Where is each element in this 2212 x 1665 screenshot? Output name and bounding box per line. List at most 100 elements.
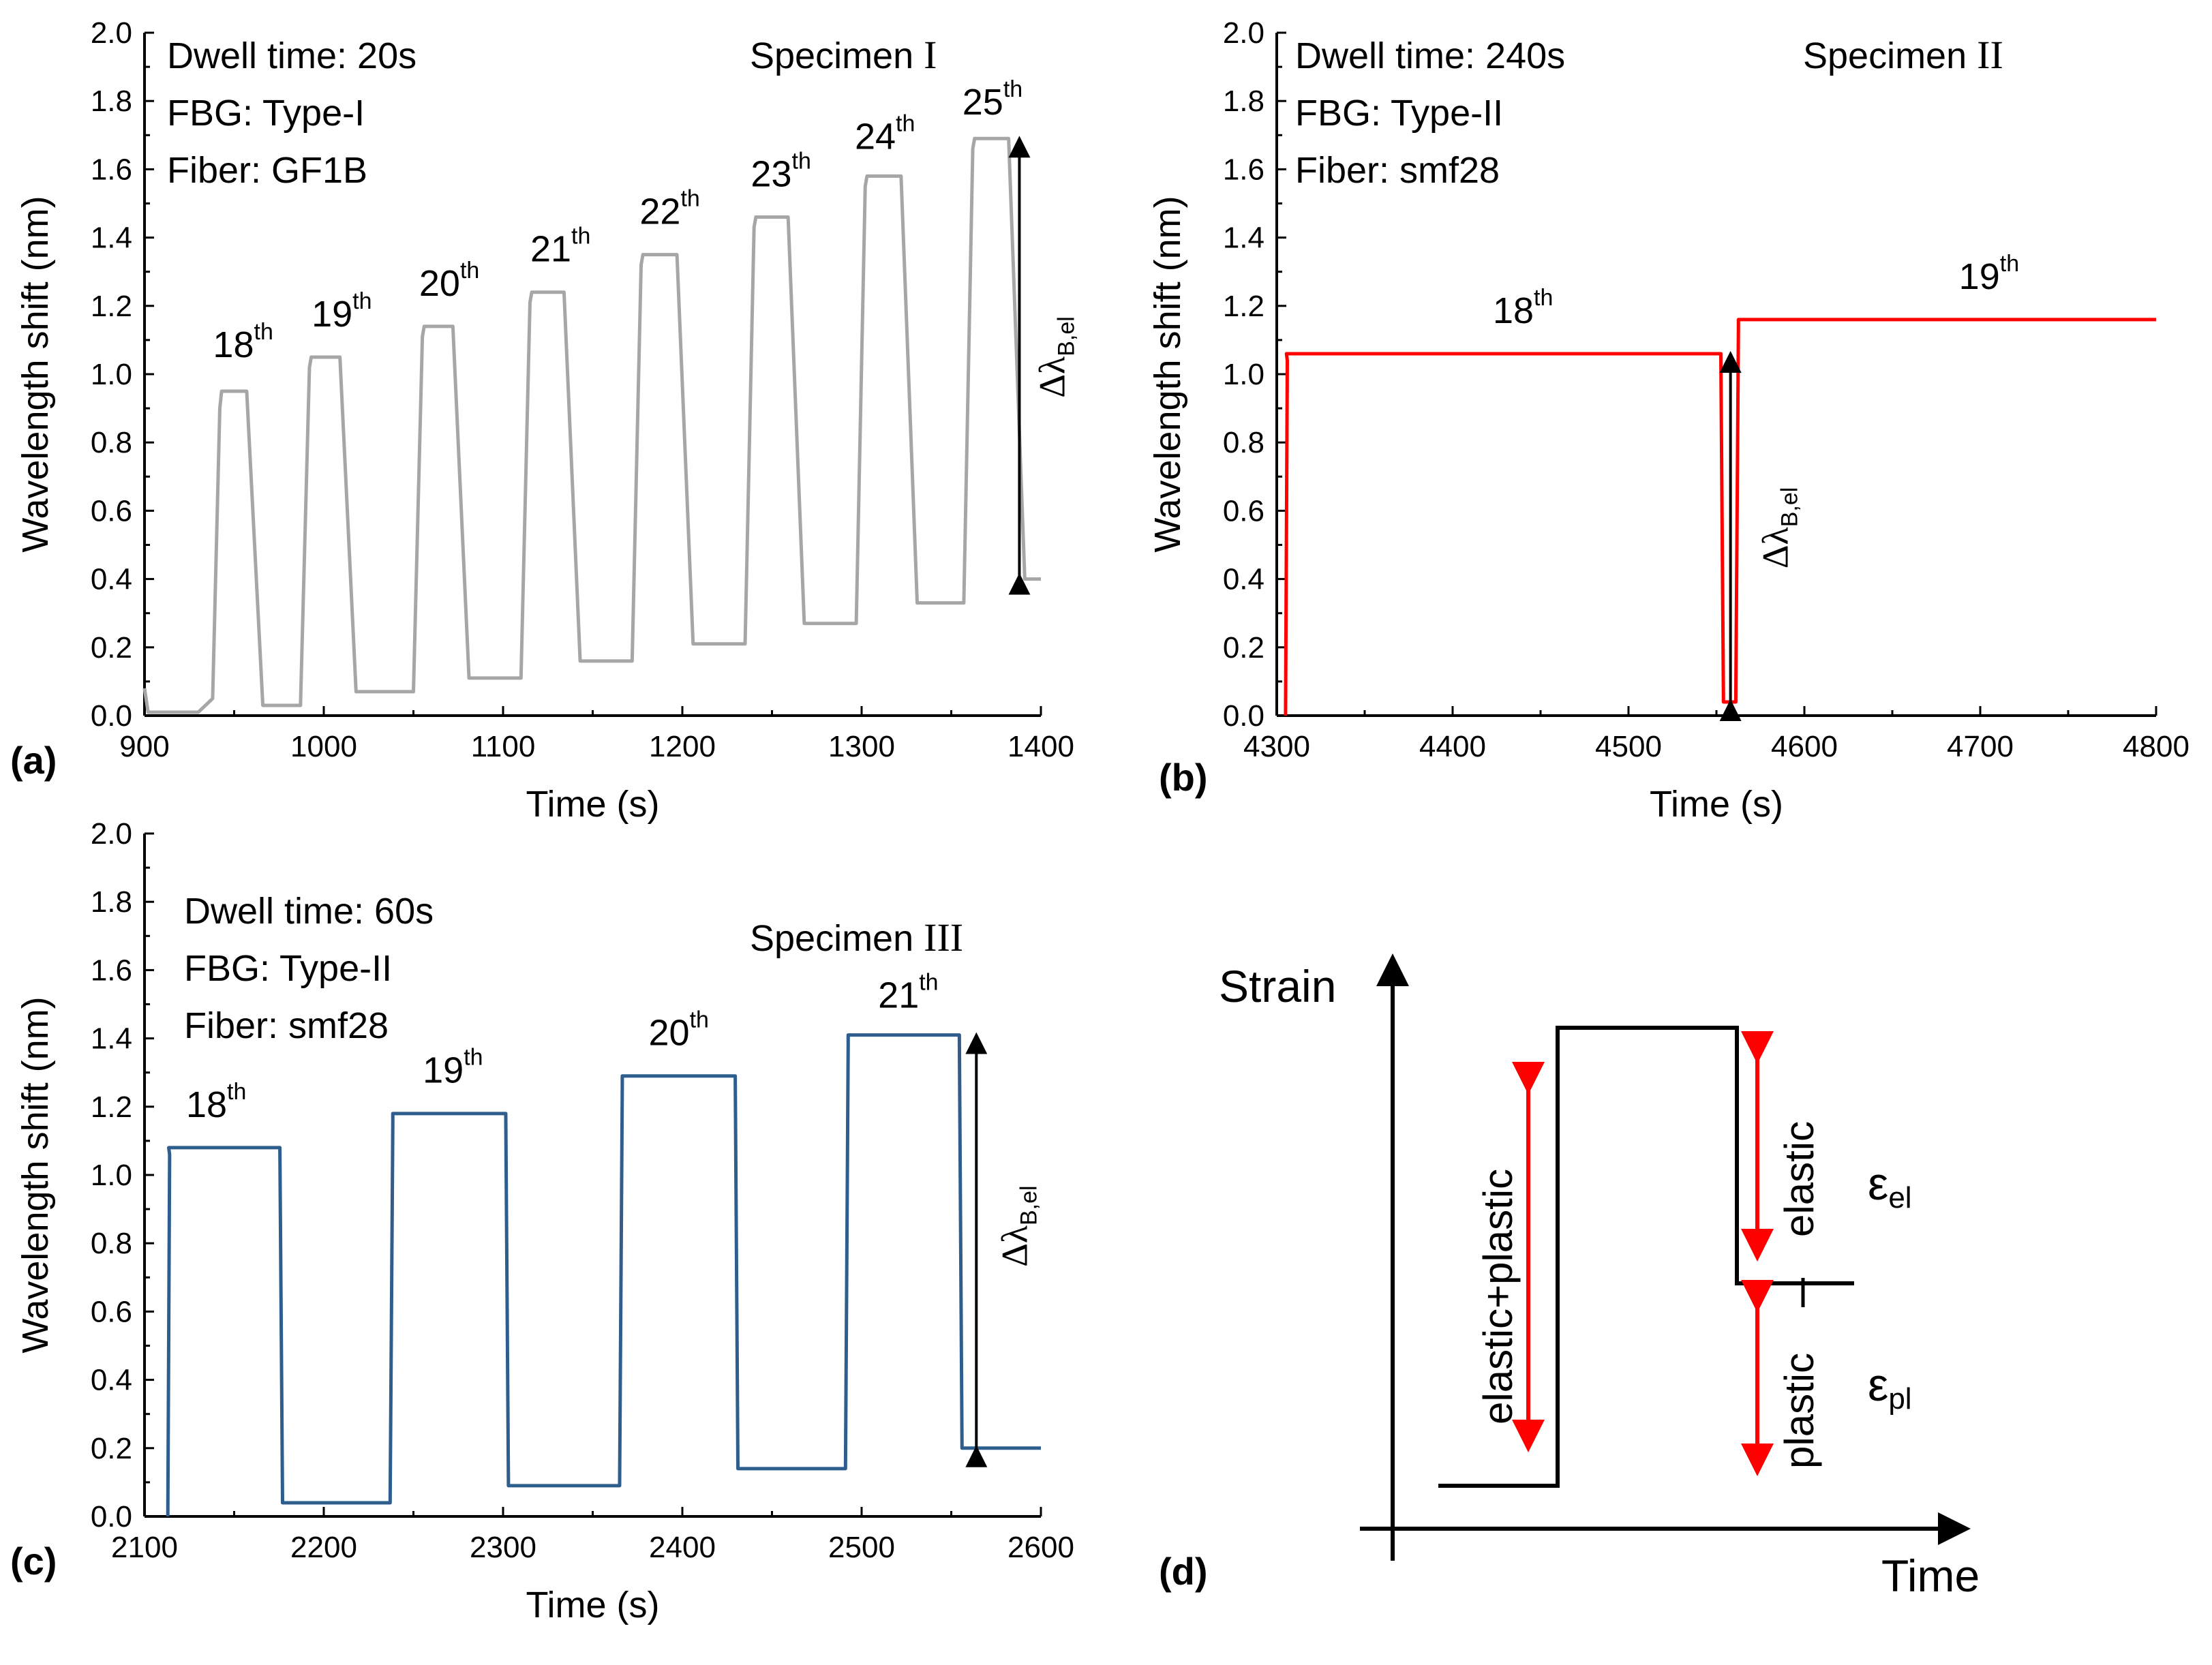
y-tick-label: 1.6 [91, 953, 132, 987]
specimen-label: Specimen II [1803, 33, 2003, 77]
cycle-label: 20th [649, 1007, 709, 1054]
y-tick-label: 0.8 [91, 426, 132, 459]
chart-panel-a: 0.0 0.2 0.4 0.6 0.8 1.0 1.2 1.4 1.6 1.8 2.0 900 1000… [10, 16, 1080, 825]
y-tick-label: 1.8 [91, 885, 132, 919]
y-tick-label: 2.0 [91, 16, 132, 50]
x-tick-label: 2100 [111, 1531, 178, 1564]
y-tick-label: 1.2 [1223, 290, 1264, 323]
x-tick-label: 2600 [1007, 1531, 1074, 1564]
schematic-panel-d: Strain Time elastic+plastic elastic plas… [1159, 953, 1980, 1601]
chart-panel-b: 0.0 0.2 0.4 0.6 0.8 1.0 1.2 1.4 1.6 1.8 2.0 4300 440… [1147, 16, 2190, 825]
y-tick-label: 0.2 [1223, 631, 1264, 665]
panel-label: (a) [10, 739, 57, 782]
y-axis-label: Wavelength shift (nm) [1147, 196, 1188, 552]
y-tick-label: 0.4 [91, 1364, 132, 1397]
delta-lambda-label: ΔλB,el [995, 1185, 1042, 1267]
x-tick-label: 2300 [470, 1531, 536, 1564]
y-tick-label: 0.6 [1223, 494, 1264, 528]
panel-label: (c) [10, 1540, 57, 1583]
schematic-time-label: Time [1881, 1551, 1980, 1601]
info-text: FBG: Type-I [167, 93, 365, 134]
cycle-label: 19th [312, 288, 372, 335]
specimen-label: Specimen I [750, 33, 937, 77]
y-tick-label: 1.6 [1223, 153, 1264, 186]
y-axis-label: Wavelength shift (nm) [15, 196, 56, 552]
y-tick-label: 0.6 [91, 1295, 132, 1328]
y-tick-label: 0.4 [1223, 563, 1264, 596]
info-text: FBG: Type-II [1295, 93, 1503, 134]
schematic-plastic-label: plastic [1776, 1353, 1822, 1469]
cycle-label: 18th [213, 319, 273, 365]
data-series-line [166, 1033, 1041, 1517]
y-tick-label: 0.2 [91, 631, 132, 665]
y-tick-label: 0.0 [1223, 699, 1264, 733]
info-text: Fiber: smf28 [1295, 150, 1500, 191]
y-tick-label: 1.8 [1223, 85, 1264, 118]
y-tick-label: 0.0 [91, 699, 132, 733]
x-tick-label: 1000 [290, 730, 357, 763]
info-text: Fiber: smf28 [184, 1005, 389, 1046]
cycle-label: 20th [419, 258, 479, 304]
schematic-elastic-plastic-label: elastic+plastic [1475, 1169, 1521, 1424]
y-tick-label: 1.4 [91, 1022, 132, 1056]
y-tick-label: 0.4 [91, 563, 132, 596]
y-tick-label: 0.8 [91, 1227, 132, 1260]
x-tick-label: 1100 [471, 730, 536, 763]
x-tick-label: 2500 [828, 1531, 895, 1564]
schematic-elastic-label: elastic [1776, 1121, 1822, 1237]
x-tick-label: 4800 [2123, 730, 2190, 763]
x-tick-label: 4600 [1771, 730, 1838, 763]
cycle-label: 19th [1959, 251, 2019, 297]
y-tick-label: 0.2 [91, 1432, 132, 1465]
y-tick-label: 1.0 [1223, 358, 1264, 391]
x-tick-label: 1400 [1007, 730, 1074, 763]
data-series-line [142, 136, 1041, 714]
cycle-label: 18th [1493, 285, 1553, 331]
cycle-label: 21th [878, 970, 938, 1016]
x-tick-label: 4500 [1595, 730, 1662, 763]
y-tick-label: 1.0 [91, 358, 132, 391]
x-axis-label: Time (s) [526, 1585, 660, 1625]
y-axis-label: Wavelength shift (nm) [15, 996, 56, 1353]
x-tick-label: 4300 [1243, 730, 1310, 763]
y-tick-label: 0.8 [1223, 426, 1264, 459]
info-text: Fiber: GF1B [167, 150, 367, 191]
cycle-label: 19th [423, 1045, 483, 1091]
schematic-strain-label: Strain [1219, 961, 1336, 1011]
y-tick-label: 1.4 [1223, 222, 1264, 255]
delta-lambda-label: ΔλB,el [1755, 487, 1803, 569]
x-tick-label: 2400 [649, 1531, 716, 1564]
x-tick-label: 900 [119, 730, 169, 763]
y-tick-label: 0.6 [91, 494, 132, 528]
y-tick-label: 0.0 [91, 1500, 132, 1533]
cycle-label: 23th [751, 148, 810, 194]
panel-label-d: (d) [1159, 1550, 1208, 1593]
cycle-label: 18th [186, 1079, 246, 1125]
specimen-label: Specimen III [750, 915, 963, 960]
schematic-eps-el: εel [1868, 1158, 1912, 1215]
cycle-label: 22th [639, 186, 699, 232]
info-text: FBG: Type-II [184, 948, 392, 989]
y-tick-label: 1.8 [91, 85, 132, 118]
y-tick-label: 1.2 [91, 290, 132, 323]
info-text: Dwell time: 20s [167, 35, 416, 76]
x-tick-label: 4700 [1947, 730, 2014, 763]
chart-panel-c: 0.0 0.2 0.4 0.6 0.8 1.0 1.2 1.4 1.6 1.8 2.0 2100 220… [10, 817, 1074, 1625]
y-tick-label: 1.2 [91, 1090, 132, 1124]
y-tick-label: 1.4 [91, 222, 132, 255]
y-tick-label: 2.0 [1223, 16, 1264, 50]
cycle-label: 24th [855, 110, 915, 157]
y-tick-label: 1.6 [91, 153, 132, 186]
x-tick-label: 2200 [290, 1531, 357, 1564]
x-tick-label: 1200 [649, 730, 716, 763]
cycle-label: 21th [530, 224, 590, 270]
data-series-line [1284, 318, 2157, 716]
info-text: Dwell time: 60s [184, 891, 434, 932]
x-tick-label: 1300 [828, 730, 895, 763]
y-tick-label: 1.0 [91, 1159, 132, 1192]
panel-label: (b) [1159, 756, 1208, 799]
delta-lambda-label: ΔλB,el [1032, 316, 1080, 398]
x-tick-label: 4400 [1419, 730, 1486, 763]
y-tick-label: 2.0 [91, 817, 132, 851]
info-text: Dwell time: 240s [1295, 35, 1565, 76]
